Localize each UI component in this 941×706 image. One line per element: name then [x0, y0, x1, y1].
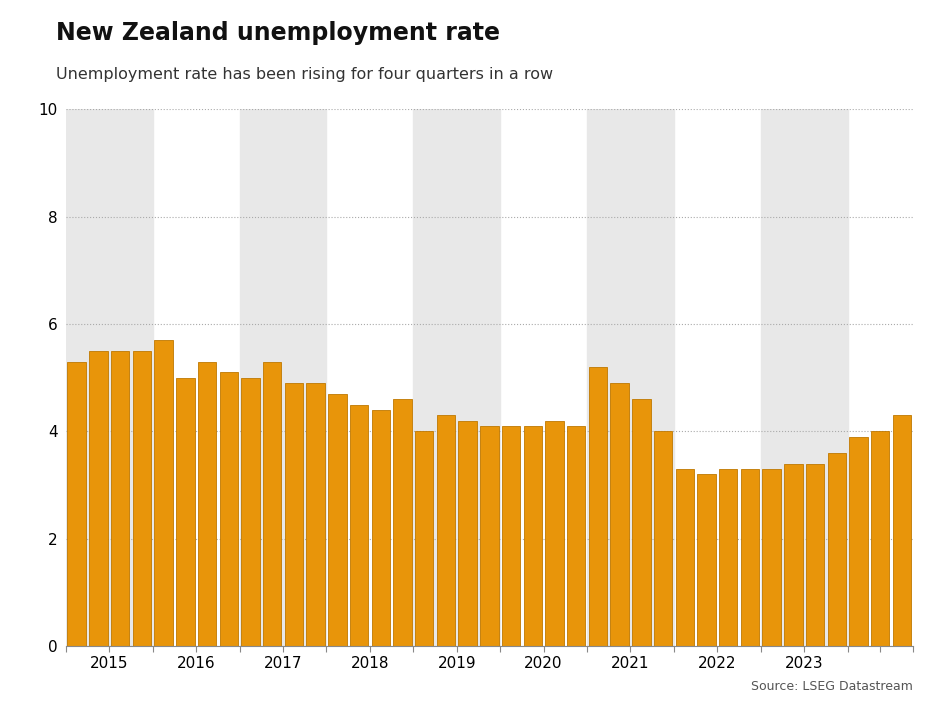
- Bar: [263, 361, 281, 646]
- Bar: [154, 340, 173, 646]
- Bar: [111, 351, 129, 646]
- Bar: [350, 405, 368, 646]
- Bar: [328, 394, 346, 646]
- Bar: [589, 367, 607, 646]
- Bar: [284, 383, 303, 646]
- Bar: [415, 431, 434, 646]
- Bar: [133, 351, 152, 646]
- Text: New Zealand unemployment rate: New Zealand unemployment rate: [56, 21, 501, 45]
- Bar: [654, 431, 672, 646]
- Bar: [458, 421, 477, 646]
- Bar: [413, 109, 501, 646]
- Bar: [437, 415, 455, 646]
- Bar: [760, 109, 848, 646]
- Bar: [849, 437, 868, 646]
- Bar: [393, 399, 411, 646]
- Bar: [198, 361, 216, 646]
- Bar: [784, 464, 803, 646]
- Bar: [372, 410, 390, 646]
- Bar: [741, 469, 759, 646]
- Bar: [697, 474, 716, 646]
- Bar: [240, 109, 327, 646]
- Bar: [805, 464, 824, 646]
- Bar: [545, 421, 564, 646]
- Bar: [566, 426, 585, 646]
- Bar: [523, 426, 542, 646]
- Bar: [611, 383, 629, 646]
- Bar: [307, 383, 325, 646]
- Bar: [676, 469, 694, 646]
- Bar: [893, 415, 911, 646]
- Text: Source: LSEG Datastream: Source: LSEG Datastream: [751, 681, 913, 693]
- Bar: [241, 378, 260, 646]
- Bar: [219, 372, 238, 646]
- Bar: [719, 469, 738, 646]
- Bar: [762, 469, 781, 646]
- Bar: [502, 426, 520, 646]
- Bar: [176, 378, 195, 646]
- Bar: [871, 431, 889, 646]
- Bar: [66, 109, 152, 646]
- Bar: [587, 109, 674, 646]
- Bar: [68, 361, 86, 646]
- Text: Unemployment rate has been rising for four quarters in a row: Unemployment rate has been rising for fo…: [56, 67, 553, 82]
- Bar: [827, 453, 846, 646]
- Bar: [480, 426, 499, 646]
- Bar: [89, 351, 107, 646]
- Bar: [632, 399, 650, 646]
